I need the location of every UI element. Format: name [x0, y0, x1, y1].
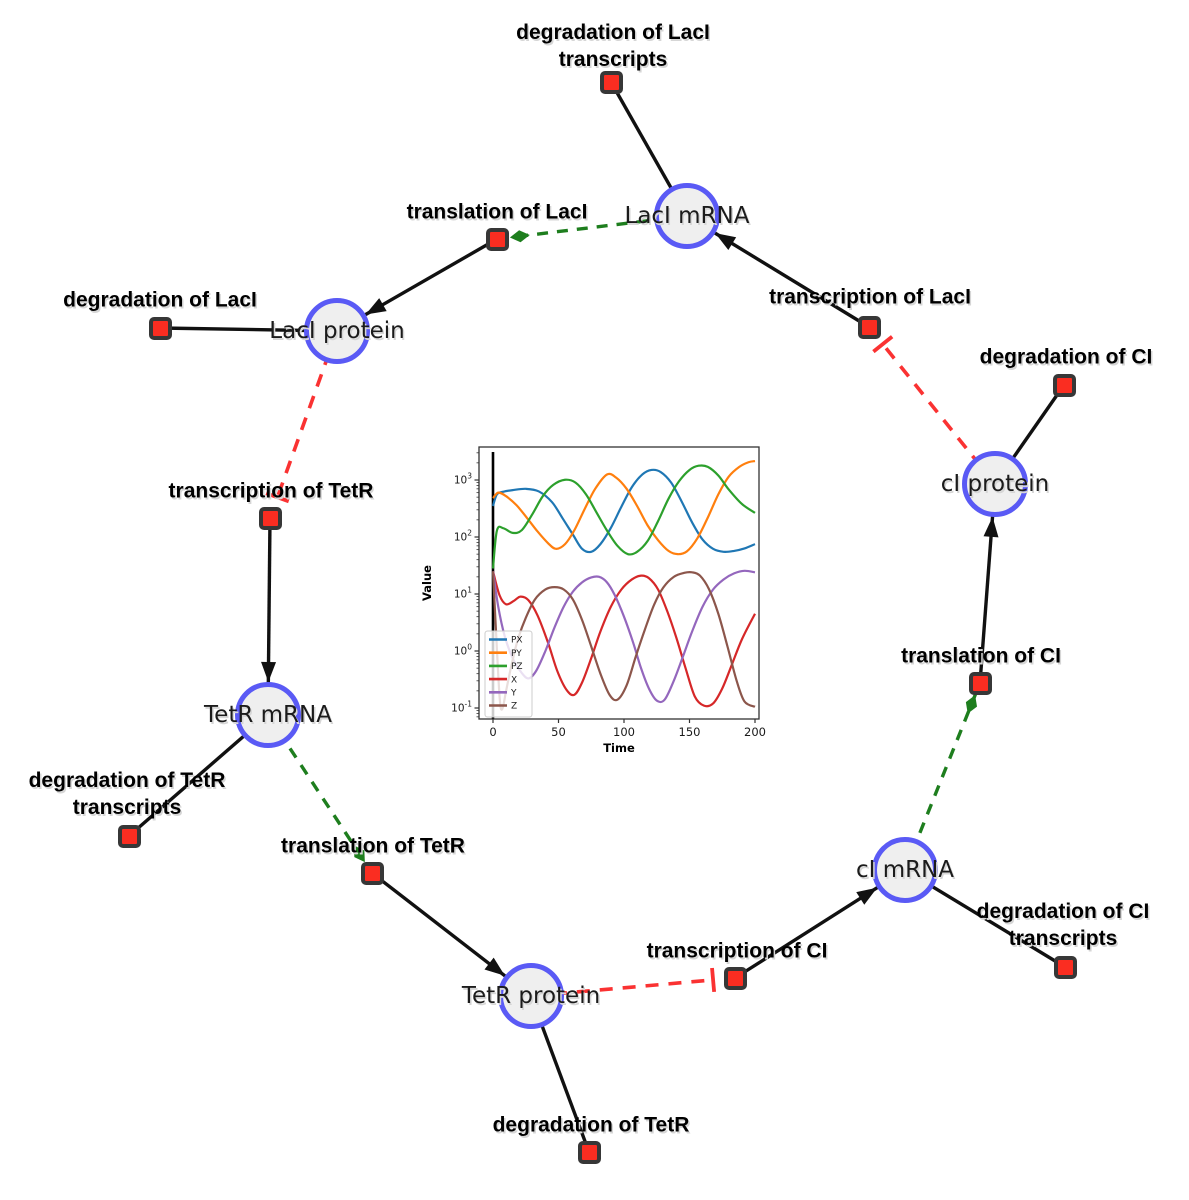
reaction-label-txn_tetr: transcription of TetR: [168, 479, 374, 503]
x-axis-tick-label: 50: [551, 725, 566, 739]
species-node-laci_mrna[interactable]: [654, 183, 720, 249]
arrowhead-icon: [365, 298, 387, 315]
legend-entry-PY: PY: [489, 649, 522, 659]
species-label-ci_mrna: cI mRNA: [855, 857, 955, 883]
species-label-laci_mrna: LacI mRNA: [624, 203, 750, 229]
y-axis-tick-label: 10-1: [451, 700, 472, 715]
species-node-ci_mrna[interactable]: [872, 837, 938, 903]
modifier-arrowhead-icon: [353, 845, 365, 863]
legend-label: X: [511, 675, 517, 685]
inhibitor-tbar-icon: [265, 491, 290, 504]
x-axis-title: Time: [603, 741, 635, 755]
inhibitor-tbar-icon: [710, 967, 717, 993]
species-label-laci_protein: LacI protein: [269, 318, 405, 344]
arrowhead-icon: [484, 957, 505, 976]
species-node-laci_protein[interactable]: [304, 298, 370, 364]
modifier-arrowhead-icon: [509, 230, 530, 243]
reaction-node-deg_tetr_tx[interactable]: [117, 824, 141, 848]
reaction-label-transl_laci: translation of LacI: [406, 200, 588, 224]
legend-label: PZ: [511, 662, 523, 672]
species-node-tetr_protein[interactable]: [498, 963, 564, 1029]
reaction-node-deg_ci_tx[interactable]: [1053, 955, 1077, 979]
reaction-node-transl_laci[interactable]: [485, 227, 509, 251]
legend-entry-Y: Y: [489, 689, 517, 699]
reaction-label-deg_laci: degradation of LacI: [63, 288, 257, 312]
legend-label: Y: [510, 689, 517, 699]
reaction-node-txn_laci[interactable]: [857, 315, 881, 339]
edge-arrow-txn_laci-to-laci_mrna: [686, 214, 870, 329]
arrowhead-icon: [983, 516, 999, 538]
arrowhead-icon: [856, 887, 878, 905]
inhibitor-tbar-icon: [872, 335, 894, 354]
reaction-label-txn_ci: transcription of CI: [646, 939, 828, 963]
reaction-label-deg_ci: degradation of CI: [979, 345, 1153, 369]
reaction-label-deg_ci_tx: degradation of CI transcripts: [976, 900, 1150, 950]
legend-label: Z: [511, 702, 517, 712]
y-axis-tick-label: 102: [454, 529, 472, 544]
arrowhead-icon: [715, 233, 737, 250]
x-axis-tick-label: 150: [679, 725, 701, 739]
x-axis-tick-label: 0: [489, 725, 496, 739]
x-axis-tick-label: 100: [613, 725, 635, 739]
reaction-label-deg_laci_tx: degradation of LacI transcripts: [516, 21, 710, 71]
species-node-tetr_mrna[interactable]: [235, 682, 301, 748]
y-axis-tick-label: 101: [454, 586, 472, 601]
legend-label: PY: [511, 649, 522, 659]
chart-series-PX: [491, 468, 756, 554]
species-label-tetr_protein: TetR protein: [461, 983, 601, 1009]
reaction-label-txn_laci: transcription of LacI: [769, 285, 971, 309]
reaction-label-deg_tetr_tx: degradation of TetR transcripts: [28, 769, 226, 819]
reaction-label-deg_tetr: degradation of TetR: [492, 1113, 690, 1137]
legend-label: PX: [511, 636, 523, 646]
chart-frame: [478, 446, 760, 720]
legend-entry-PX: PX: [489, 636, 523, 646]
y-axis-title: Value: [420, 565, 434, 601]
legend-entry-PZ: PZ: [489, 662, 523, 672]
species-label-ci_protein: cI protein: [940, 471, 1050, 497]
y-axis-tick-label: 103: [454, 472, 472, 487]
arrowhead-icon: [261, 661, 277, 683]
species-node-ci_protein[interactable]: [962, 451, 1028, 517]
reaction-node-deg_laci[interactable]: [148, 316, 172, 340]
legend-entry-Z: Z: [489, 702, 517, 712]
chart-series-PZ: [491, 464, 756, 569]
reaction-node-deg_tetr[interactable]: [577, 1140, 601, 1164]
edge-modifier-ci_mrna-to-transl_ci: [903, 693, 978, 871]
x-axis-tick-label: 200: [744, 725, 766, 739]
y-axis-tick-label: 100: [454, 643, 472, 658]
reaction-label-transl_tetr: translation of TetR: [281, 834, 465, 858]
edge-arrow-transl_ci-to-ci_protein: [978, 483, 999, 684]
reaction-node-transl_tetr[interactable]: [360, 861, 384, 885]
chart-legend: PX PY PZ XYZ: [484, 630, 533, 718]
reaction-node-deg_ci[interactable]: [1052, 373, 1076, 397]
reaction-node-txn_tetr[interactable]: [258, 506, 282, 530]
chart-series-PY: [492, 459, 756, 556]
species-label-tetr_mrna: TetR mRNA: [204, 702, 332, 728]
legend-box: [484, 630, 533, 718]
reaction-label-transl_ci: translation of CI: [901, 644, 1061, 668]
reaction-node-deg_laci_tx[interactable]: [599, 70, 623, 94]
modifier-arrowhead-icon: [965, 695, 978, 714]
legend-entry-X: X: [489, 675, 517, 685]
reaction-node-txn_ci[interactable]: [723, 966, 747, 990]
timecourse-plot: 0 50 100 150 20010-1100101102103TimeValuePXP…: [420, 446, 766, 755]
reaction-node-transl_ci[interactable]: [968, 671, 992, 695]
